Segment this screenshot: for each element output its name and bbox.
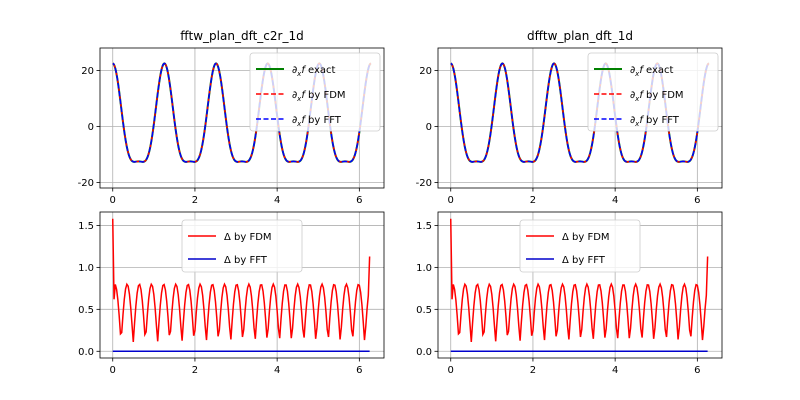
subplot-3: 0 2 4 6 0.0 0.5 1.0 1.5 Δ by FDM Δ by FFT [78, 211, 385, 376]
y-tick-label: 0 [426, 122, 432, 133]
series-line-fft [112, 62, 372, 163]
y-tick-label: 1.0 [416, 263, 432, 274]
legend-box [587, 52, 719, 132]
x-tick-label: 6 [694, 195, 700, 206]
subplot-title: fftw_plan_dft_c2r_1d [180, 29, 303, 43]
axes-frame [437, 47, 723, 189]
y-tick-label: 0.0 [416, 347, 432, 358]
legend-label: Δ by FFT [562, 255, 606, 266]
x-tick-label: 0 [448, 195, 454, 206]
y-tick-label: 0.5 [416, 305, 432, 316]
legend-label: ∂xf by FDM [630, 90, 684, 103]
subplot-2: 0 2 4 6 -20 0 20 dfftw_plan_dft_1d ∂xf exact ∂xf … [416, 29, 723, 206]
series-line-fdm-error [111, 218, 371, 342]
subplot-title: dfftw_plan_dft_1d [527, 29, 633, 43]
subplot-4: 0 2 4 6 0.0 0.5 1.0 1.5 Δ by FDM Δ by FFT [416, 211, 723, 376]
y-tick-label: -20 [416, 178, 432, 189]
legend-label: ∂xf by FFT [630, 115, 680, 128]
subplot-1: 0 2 4 6 -20 0 20 fftw_plan_dft_c2r_1d ∂xf exact ∂… [78, 29, 385, 206]
y-tick-label: 0.5 [78, 305, 94, 316]
legend-label: ∂xf by FFT [292, 115, 342, 128]
series-line-fdm-error [449, 218, 709, 342]
x-tick-label: 2 [192, 365, 198, 376]
x-tick-label: 0 [110, 195, 116, 206]
legend-box [249, 52, 381, 132]
x-tick-label: 6 [356, 365, 362, 376]
legend-label: ∂xf exact [630, 65, 674, 78]
x-tick-label: 4 [612, 195, 618, 206]
legend-label: Δ by FDM [562, 232, 610, 243]
legend-label: Δ by FFT [224, 255, 268, 266]
legend-label: ∂xf exact [292, 65, 336, 78]
x-tick-label: 4 [274, 365, 280, 376]
axes-frame [99, 47, 385, 189]
y-tick-label: 0.0 [78, 347, 94, 358]
x-tick-label: 2 [530, 195, 536, 206]
x-tick-label: 2 [530, 365, 536, 376]
y-tick-label: 0 [88, 122, 94, 133]
y-tick-label: -20 [78, 178, 94, 189]
legend-label: Δ by FDM [224, 232, 272, 243]
x-tick-label: 0 [110, 365, 116, 376]
x-tick-label: 4 [274, 195, 280, 206]
x-tick-label: 4 [612, 365, 618, 376]
y-tick-label: 1.5 [416, 221, 432, 232]
x-tick-label: 2 [192, 195, 198, 206]
axes-frame [437, 211, 723, 359]
y-tick-label: 1.5 [78, 221, 94, 232]
y-tick-label: 20 [419, 66, 432, 77]
x-tick-label: 6 [356, 195, 362, 206]
axes-frame [99, 211, 385, 359]
y-tick-label: 1.0 [78, 263, 94, 274]
x-tick-label: 0 [448, 365, 454, 376]
series-line-fft [450, 62, 710, 163]
x-tick-label: 6 [694, 365, 700, 376]
legend-label: ∂xf by FDM [292, 90, 346, 103]
y-tick-label: 20 [81, 66, 94, 77]
